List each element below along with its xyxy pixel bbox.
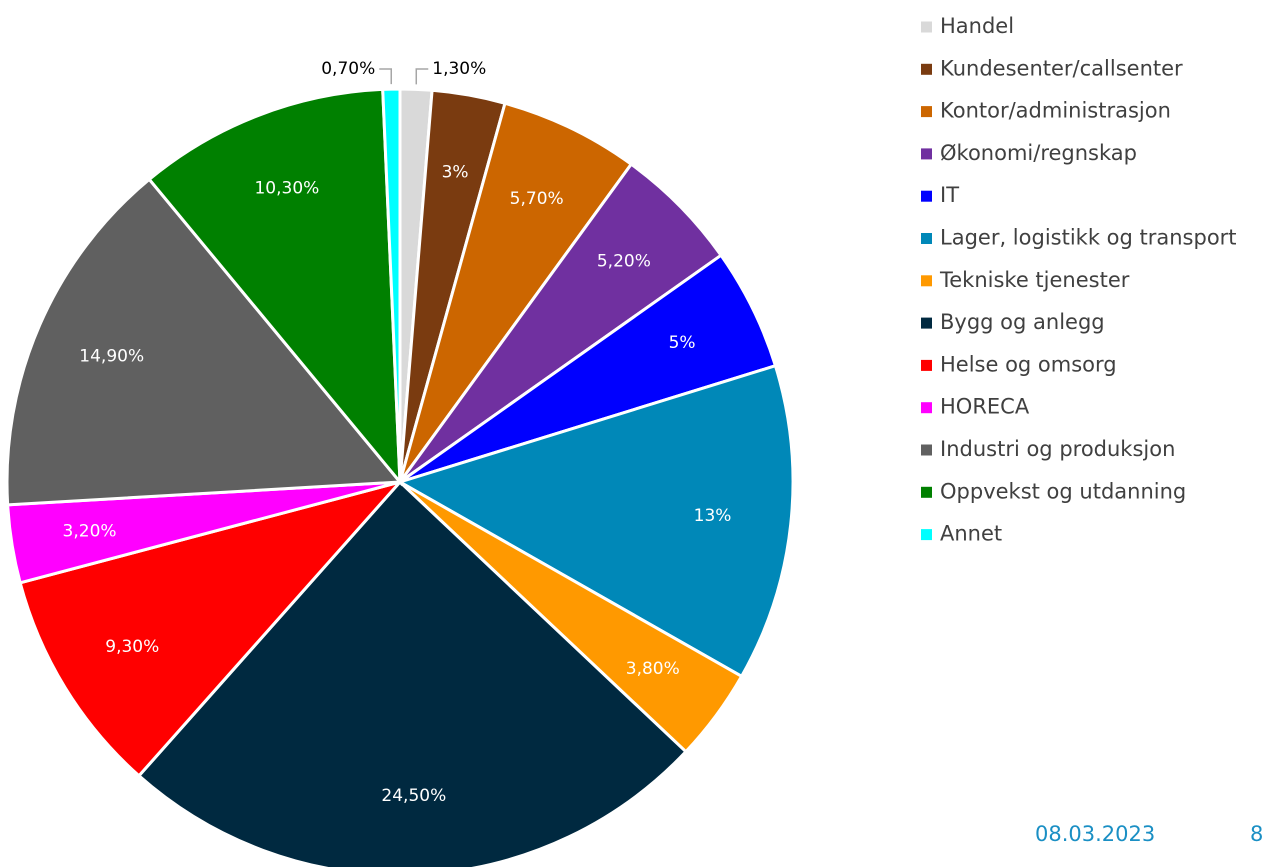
legend-label: Kontor/administrasjon: [940, 99, 1171, 123]
legend-swatch: [921, 190, 932, 202]
legend-label: Annet: [940, 522, 1002, 546]
legend-label: Oppvekst og utdanning: [940, 479, 1186, 503]
footer-page: 8: [1250, 822, 1262, 846]
legend-swatch: [921, 359, 932, 371]
legend-label: Kundesenter/callsenter: [940, 56, 1183, 80]
legend-label: Bygg og anlegg: [940, 310, 1105, 334]
pie-slice: [396, 363, 795, 679]
pie-slice: [381, 87, 402, 483]
legend-label: Industri og produksjon: [940, 437, 1175, 461]
leader-line: [379, 68, 392, 85]
legend-label: Tekniske tjenester: [939, 268, 1130, 292]
pie-slice: [5, 177, 404, 507]
data-label: 10,30%: [254, 179, 319, 199]
pie-slice: [18, 479, 405, 778]
legend-label: HORECA: [940, 395, 1030, 419]
data-label: 3,20%: [63, 522, 117, 542]
legend-label: IT: [940, 183, 959, 207]
legend-swatch: [921, 106, 932, 118]
pie-slice: [398, 101, 634, 483]
legend-swatch: [921, 63, 932, 75]
legend-swatch: [921, 148, 932, 160]
footer-date: 08.03.2023: [1035, 822, 1155, 846]
data-label: 5,70%: [510, 189, 564, 209]
legend-label: Lager, logistikk og transport: [940, 226, 1237, 250]
data-label: 5,20%: [597, 251, 651, 271]
legend-label: Handel: [940, 14, 1014, 38]
pie-slice: [147, 87, 402, 487]
data-label: 9,30%: [105, 637, 159, 657]
legend-swatch: [921, 402, 932, 414]
legend-swatch: [921, 486, 932, 498]
data-label: 14,90%: [79, 347, 144, 367]
data-label: 13%: [694, 506, 732, 526]
data-label: 5%: [669, 333, 696, 353]
data-label: 0,70%: [321, 59, 375, 79]
data-label: 3%: [442, 162, 469, 182]
leader-line: [415, 68, 429, 85]
data-label: 24,50%: [381, 786, 446, 806]
pie-slice: [136, 479, 688, 867]
legend-swatch: [921, 444, 932, 456]
legend-swatch: [921, 529, 932, 541]
data-label: 1,30%: [432, 59, 486, 79]
legend-swatch: [921, 21, 932, 33]
legend-swatch: [921, 317, 932, 329]
legend-label: Økonomi/regnskap: [940, 141, 1137, 165]
legend-swatch: [921, 275, 932, 287]
legend-swatch: [921, 233, 932, 244]
legend-label: Helse og omsorg: [940, 352, 1117, 376]
data-label: 3,80%: [626, 659, 680, 679]
